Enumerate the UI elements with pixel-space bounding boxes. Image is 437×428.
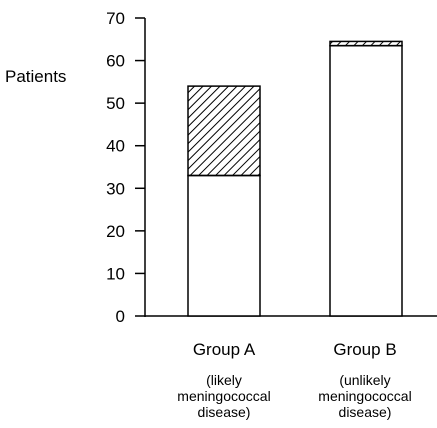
category-note-line: (unlikely <box>339 372 391 388</box>
category-note-group-b: (unlikely meningococcal disease) <box>300 372 430 420</box>
category-note-line: (likely <box>206 372 242 388</box>
y-tick-label: 20 <box>106 222 125 241</box>
bar-group-a-white-segment <box>187 174 261 317</box>
category-note-line: meningococcal <box>177 388 271 404</box>
y-tick-label: 30 <box>106 179 125 198</box>
y-tick-label: 40 <box>106 137 125 156</box>
y-tick-label: 10 <box>106 264 125 283</box>
category-note-line: disease) <box>338 404 392 420</box>
y-tick-label: 50 <box>106 94 125 113</box>
y-tick-label: 70 <box>106 9 125 28</box>
y-axis-label: Patients <box>5 67 67 86</box>
y-tick-label: 0 <box>116 307 125 326</box>
bar-group-b-hatched-segment <box>329 40 403 47</box>
x-tick-label-group-a: Group A <box>192 340 256 359</box>
bar-group-b-white-segment <box>329 44 403 317</box>
y-tick-label: 60 <box>106 52 125 71</box>
bar-group-a-hatched-segment <box>187 85 261 177</box>
x-tick-label-group-b: Group B <box>333 340 397 359</box>
category-note-line: meningococcal <box>318 388 412 404</box>
category-note-line: disease) <box>197 404 251 420</box>
category-note-group-a: (likely meningococcal disease) <box>159 372 289 420</box>
